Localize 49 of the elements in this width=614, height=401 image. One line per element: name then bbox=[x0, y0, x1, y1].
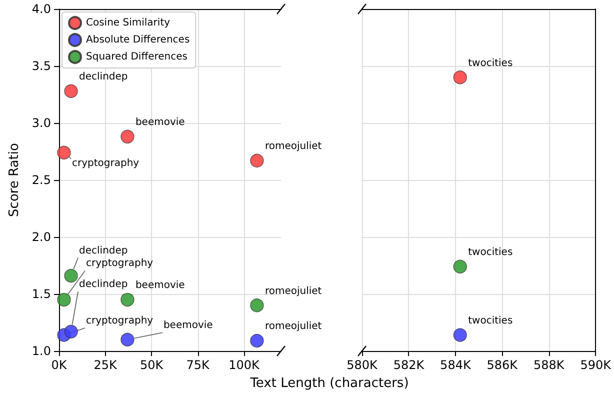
annotation: cryptography bbox=[72, 158, 140, 170]
x-tick-label: 590K bbox=[580, 358, 612, 372]
annotation: cryptography bbox=[86, 316, 154, 327]
x-tick-label: 580K bbox=[346, 358, 379, 372]
annotation: cryptography bbox=[86, 258, 154, 270]
point bbox=[64, 268, 78, 283]
point bbox=[120, 332, 134, 346]
point bbox=[250, 154, 264, 168]
y-tick-label: 1.5 bbox=[32, 287, 51, 301]
x-tick-label: 584K bbox=[440, 358, 472, 372]
point bbox=[120, 292, 134, 306]
x-tick-label: 588K bbox=[534, 358, 566, 372]
x-tick-label: 75K bbox=[186, 358, 210, 372]
legend-label: Absolute Differences bbox=[86, 34, 190, 46]
annotation: declindep bbox=[79, 279, 128, 290]
point bbox=[57, 292, 71, 306]
annotation: twocities bbox=[468, 58, 513, 69]
legend-label: Cosine Similarity bbox=[86, 18, 170, 28]
legend-label: Squared Differences bbox=[86, 52, 188, 62]
y-tick-label: 2.5 bbox=[32, 173, 51, 187]
y-tick-label: 1.0 bbox=[32, 344, 51, 358]
x-axis-title: Text Length (characters) bbox=[249, 376, 410, 391]
x-tick-label: 25K bbox=[94, 358, 118, 372]
point bbox=[250, 334, 264, 348]
x-tick-label: 50K bbox=[140, 358, 164, 372]
y-tick-label: 3.5 bbox=[32, 59, 51, 73]
point bbox=[64, 84, 78, 98]
y-axis-title: Score Ratio bbox=[7, 142, 22, 217]
annotation: declindep bbox=[79, 72, 128, 83]
annotation: beemovie bbox=[135, 280, 185, 292]
annotation: romeojuliet bbox=[264, 141, 322, 152]
annotation: beemovie bbox=[163, 320, 213, 332]
y-tick-label: 2.0 bbox=[32, 230, 51, 244]
annotation: declindep bbox=[79, 245, 128, 256]
annotation: twocities bbox=[468, 316, 513, 327]
annotation: twocities bbox=[468, 247, 513, 258]
point bbox=[64, 324, 78, 338]
y-tick-label: 3.0 bbox=[32, 116, 51, 130]
x-tick-label: 586K bbox=[486, 358, 519, 372]
point bbox=[120, 130, 134, 144]
x-tick-label: 100K bbox=[228, 358, 261, 372]
annotation: romeojuliet bbox=[264, 321, 322, 332]
y-tick-label: 4.0 bbox=[32, 2, 51, 16]
annotation: romeojuliet bbox=[264, 286, 322, 297]
annotation: beemovie bbox=[135, 117, 185, 128]
point bbox=[57, 146, 71, 160]
x-tick-label: 582K bbox=[393, 358, 426, 372]
point bbox=[250, 298, 264, 312]
x-tick-label: 0K bbox=[51, 358, 68, 372]
